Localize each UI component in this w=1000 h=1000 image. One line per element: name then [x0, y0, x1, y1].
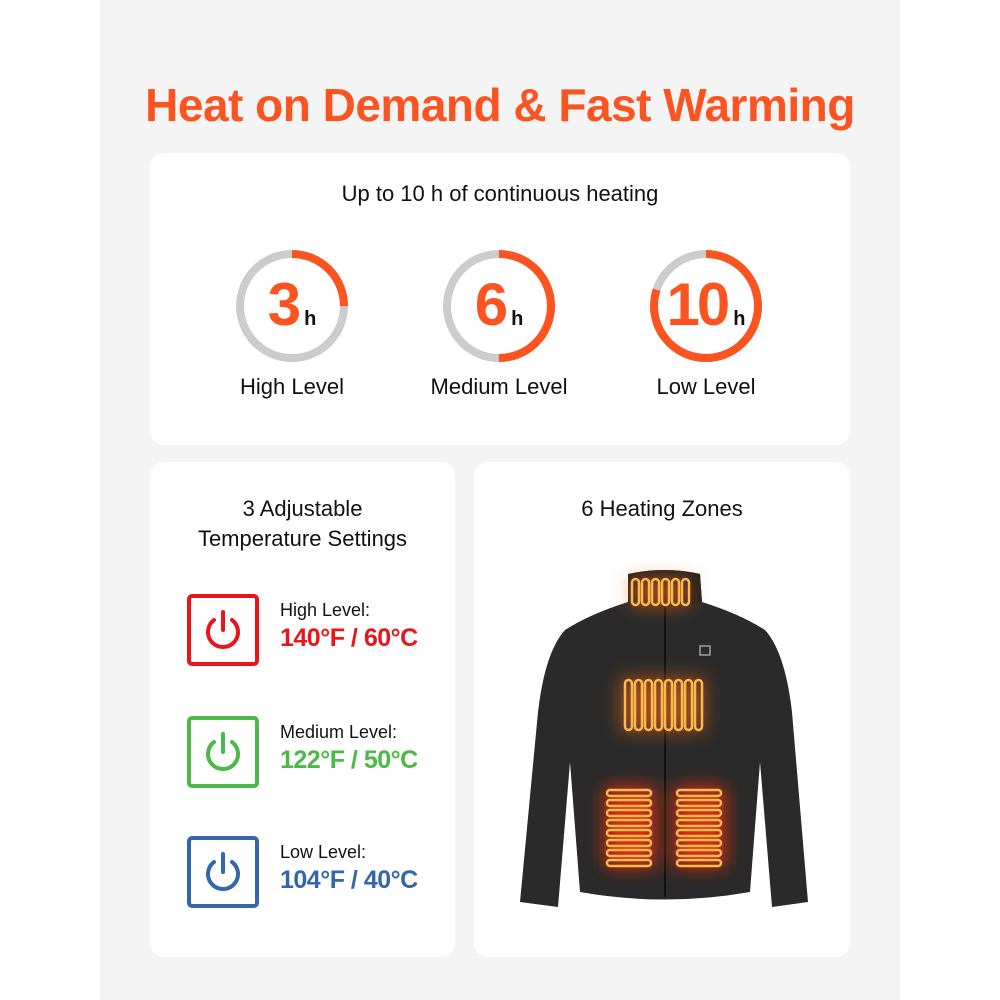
progress-ring [443, 250, 555, 362]
settings-title-line1: 3 Adjustable [242, 496, 363, 521]
temperature-settings-card: 3 Adjustable Temperature Settings [150, 462, 455, 957]
zones-title: 6 Heating Zones [581, 496, 743, 521]
ring-label: Medium Level [430, 374, 568, 399]
progress-ring [236, 250, 348, 362]
settings-title-line2: Temperature Settings [197, 526, 408, 551]
power-icon [187, 716, 259, 788]
heated-jacket-image [520, 570, 808, 907]
heating-zones-card: 6 Heating Zones [474, 462, 850, 957]
level-name: Low Level: [280, 842, 367, 862]
heating-duration-card: Up to 10 h of continuous heating [150, 153, 850, 445]
page-title: Heat on Demand & Fast Warming [145, 79, 855, 131]
ring-label: Low Level [656, 374, 756, 399]
temperature-level-2: Low Level: 104°F / 40°C [187, 836, 457, 908]
level-temperature: 104°F / 40°C [280, 866, 418, 894]
ring-low-level: 10 h [648, 248, 764, 364]
temperature-level-1: Medium Level: 122°F / 50°C [187, 716, 457, 788]
progress-ring [650, 250, 762, 362]
power-icon [187, 594, 259, 666]
level-temperature: 140°F / 60°C [280, 624, 418, 652]
hours-value: 10 h [666, 271, 746, 338]
ring-label: High Level [240, 374, 344, 399]
level-name: High Level: [280, 600, 371, 620]
power-icon [187, 836, 259, 908]
temperature-level-0: High Level: 140°F / 60°C [187, 594, 457, 666]
level-temperature: 122°F / 50°C [280, 746, 418, 774]
duration-subtitle: Up to 10 h of continuous heating [341, 181, 659, 206]
level-name: Medium Level: [280, 722, 398, 742]
